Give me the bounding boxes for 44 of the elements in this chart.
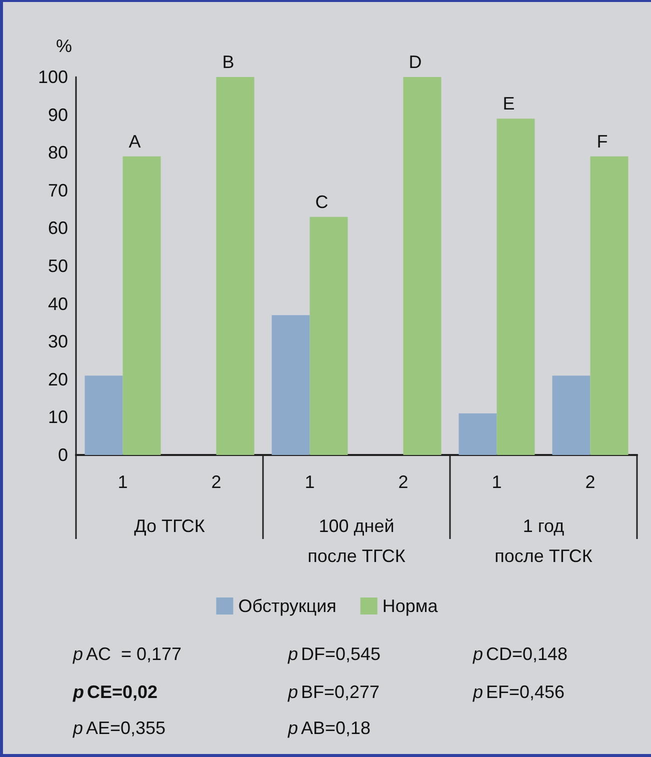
bar [272, 315, 310, 455]
legend-label: Обструкция [238, 596, 336, 616]
annotation: E [502, 94, 515, 114]
annotation: F [596, 131, 608, 152]
bar [216, 77, 254, 455]
text: 1 год после ТГСК [494, 516, 593, 566]
y-tick-label: 90 [48, 104, 68, 125]
text: pAE=0,355 [72, 718, 166, 738]
text: pAB=0,18 [287, 718, 371, 738]
y-tick-label: 70 [48, 180, 68, 200]
bar [496, 118, 535, 455]
y-tick-label: 100 [38, 67, 68, 87]
y-tick-label: 30 [48, 332, 68, 352]
text: D [408, 52, 422, 72]
y-tick-label: 20 [48, 369, 68, 390]
bar [403, 77, 442, 455]
y-axis-title: % [56, 36, 72, 56]
x-tick-label: 1 [304, 472, 315, 492]
text: pCE=0,02 [72, 682, 158, 702]
bar [552, 376, 590, 455]
bar [590, 156, 628, 455]
x-tick-label: 2 [211, 472, 222, 492]
text: B [222, 52, 234, 72]
x-tick-label: 2 [398, 472, 408, 492]
y-tick-label: 60 [48, 218, 68, 238]
bar [458, 413, 497, 455]
annotation: A [128, 131, 141, 152]
x-tick-label: 2 [585, 472, 596, 492]
text: До ТГСК [134, 516, 206, 536]
bar [122, 156, 161, 455]
bar [84, 376, 123, 455]
text: pCD=0,148 [472, 644, 568, 664]
y-tick-label: 50 [48, 256, 68, 276]
x-tick-label: 1 [492, 472, 502, 492]
text: pAC = 0,177 [72, 644, 182, 664]
annotation: C [315, 192, 328, 212]
y-tick-label: 80 [48, 142, 68, 163]
y-tick-label: 40 [48, 294, 68, 314]
y-tick-label: 10 [48, 407, 68, 428]
text: 100 дней после ТГСК [308, 516, 406, 566]
bar [310, 216, 348, 455]
y-tick-label: 0 [58, 445, 68, 465]
legend-label: Норма [382, 596, 439, 616]
x-tick-label: 1 [118, 472, 128, 492]
